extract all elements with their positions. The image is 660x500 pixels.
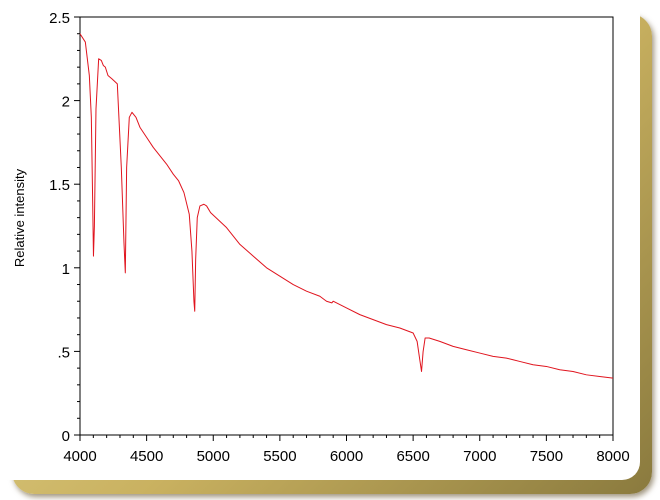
x-tick-label: 4000 bbox=[63, 448, 96, 465]
y-tick-label: 0 bbox=[62, 428, 70, 445]
x-tick-label: 5500 bbox=[263, 448, 296, 465]
y-tick-label: 1.5 bbox=[49, 177, 70, 194]
x-tick-label: 7000 bbox=[463, 448, 496, 465]
plot-area bbox=[79, 16, 614, 436]
y-tick-label: 2.5 bbox=[49, 10, 70, 27]
x-tick-label: 5000 bbox=[197, 448, 230, 465]
x-tick-label: 8000 bbox=[596, 448, 629, 465]
x-tick-label: 4500 bbox=[130, 448, 163, 465]
y-axis-label: Relative intensity bbox=[12, 168, 27, 267]
series-layer bbox=[79, 33, 614, 379]
x-tick-label: 6000 bbox=[330, 448, 363, 465]
chart-frame bbox=[0, 0, 640, 480]
x-tick-label: 7500 bbox=[530, 448, 563, 465]
y-tick-label: 2 bbox=[62, 94, 70, 111]
y-tick-label: 1 bbox=[62, 261, 70, 278]
spectrum-line bbox=[79, 33, 614, 379]
y-axis: 0 .5 1 1.5 2 2.5 bbox=[49, 10, 80, 445]
y-tick-label: .5 bbox=[57, 344, 70, 361]
plot-border bbox=[79, 16, 614, 436]
x-axis: 4000 4500 5000 5500 6000 6500 7000 7500 8000 bbox=[63, 435, 630, 465]
x-tick-label: 6500 bbox=[396, 448, 429, 465]
